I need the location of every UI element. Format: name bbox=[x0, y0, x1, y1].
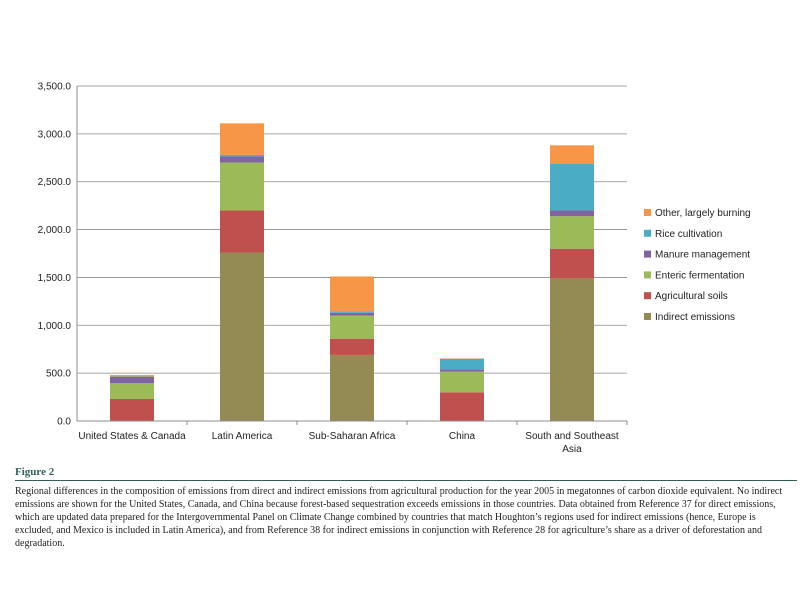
bar-segment bbox=[220, 252, 264, 421]
legend-swatch bbox=[644, 292, 651, 300]
bar-segment bbox=[220, 210, 264, 253]
y-tick-label: 2,500.0 bbox=[38, 177, 72, 188]
bar-segment bbox=[110, 376, 154, 384]
y-tick-label: 500.0 bbox=[46, 369, 71, 380]
bar-segment bbox=[440, 371, 484, 393]
bar-segment bbox=[440, 369, 484, 372]
bar-segment bbox=[110, 375, 154, 377]
bar-segment bbox=[550, 278, 594, 421]
bar-segment bbox=[330, 311, 374, 313]
bar-segment bbox=[330, 315, 374, 339]
stacked-bar-chart: 0.0 500.0 1,000.0 1,500.0 2,000.0 2,500.0 3,00… bbox=[38, 82, 751, 456]
legend-label: Indirect emissions bbox=[655, 312, 735, 323]
bar-segment bbox=[330, 354, 374, 421]
bar-segment bbox=[440, 392, 484, 421]
legend-swatch bbox=[644, 229, 651, 237]
bar-segment bbox=[330, 338, 374, 355]
legend-label: Agricultural soils bbox=[655, 291, 728, 302]
legend-swatch bbox=[644, 313, 651, 320]
legend-label: Enteric fermentation bbox=[655, 270, 745, 281]
bar-segment bbox=[330, 276, 374, 312]
bar-segment bbox=[220, 156, 264, 163]
y-tick-label: 1,000.0 bbox=[38, 321, 72, 332]
bar-segment bbox=[110, 398, 154, 421]
y-axis: 0.0 500.0 1,000.0 1,500.0 2,000.0 2,500.0 3,00… bbox=[38, 82, 78, 428]
bars bbox=[110, 123, 594, 421]
legend-swatch bbox=[644, 250, 651, 258]
bar-segment bbox=[110, 383, 154, 399]
figure-label: Figure 2 bbox=[15, 466, 55, 478]
caption-divider bbox=[15, 480, 797, 481]
x-tick-label: South and Southeast Asia bbox=[525, 431, 619, 455]
x-tick-label: China bbox=[449, 431, 476, 442]
x-tick-label: Latin America bbox=[212, 431, 273, 442]
legend: Other, largely burning Rice cultivation Ma… bbox=[644, 208, 751, 323]
legend-label: Rice cultivation bbox=[655, 229, 722, 240]
bar-segment bbox=[550, 164, 594, 211]
x-tick-label: United States & Canada bbox=[78, 431, 186, 442]
y-tick-label: 3,500.0 bbox=[38, 82, 72, 93]
bar-segment bbox=[330, 312, 374, 316]
y-tick-label: 2,000.0 bbox=[38, 225, 72, 236]
legend-label: Manure management bbox=[655, 250, 750, 261]
bar-segment bbox=[550, 145, 594, 165]
legend-swatch bbox=[644, 271, 651, 279]
bar-segment bbox=[550, 216, 594, 249]
y-tick-label: 0.0 bbox=[57, 417, 71, 428]
bar-segment bbox=[220, 162, 264, 211]
x-tick-label: Sub-Saharan Africa bbox=[309, 431, 396, 442]
figure-caption: Regional differences in the composition … bbox=[15, 486, 783, 549]
bar-segment bbox=[220, 123, 264, 155]
bar-segment bbox=[220, 154, 264, 157]
y-tick-label: 1,500.0 bbox=[38, 273, 72, 284]
legend-label: Other, largely burning bbox=[655, 208, 751, 219]
x-axis: United States & Canada Latin America Sub-S… bbox=[77, 420, 628, 455]
bar-segment bbox=[550, 248, 594, 279]
bar-segment bbox=[550, 210, 594, 217]
legend-swatch bbox=[644, 209, 651, 216]
bar-segment bbox=[440, 358, 484, 370]
y-tick-label: 3,000.0 bbox=[38, 129, 72, 140]
